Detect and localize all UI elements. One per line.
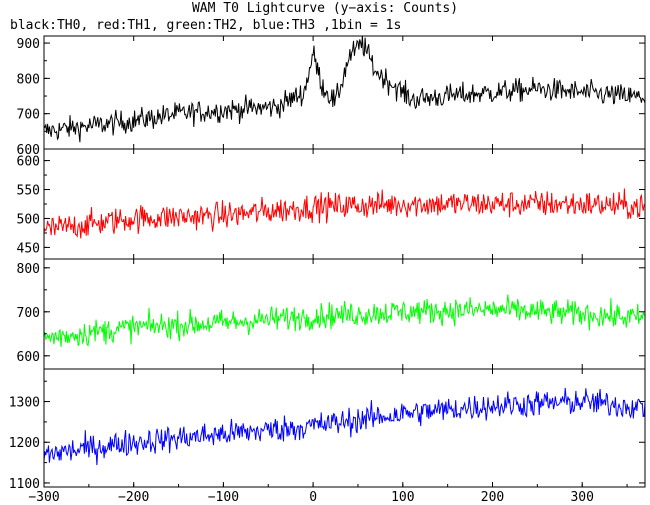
x-tick-label: −300 bbox=[28, 490, 59, 505]
chart-subtitle: black:TH0, red:TH1, green:TH2, blue:TH3 … bbox=[10, 18, 402, 33]
x-tick-label: −100 bbox=[208, 490, 239, 505]
y-tick-label: 1100 bbox=[9, 477, 40, 492]
panel-th0: 600 700 800 900 bbox=[17, 35, 646, 158]
y-tick-label: 1200 bbox=[9, 436, 40, 451]
series-line-th1 bbox=[44, 188, 645, 239]
y-tick-label: 700 bbox=[17, 306, 40, 321]
panel-th2: 600 700 800 bbox=[17, 258, 646, 370]
panel-frame bbox=[43, 258, 646, 370]
panel-frame bbox=[43, 368, 646, 488]
series-line-th3 bbox=[44, 387, 645, 466]
y-tick-label: 500 bbox=[17, 212, 40, 227]
panel-th3: 1100 1200 1300 bbox=[9, 368, 646, 492]
y-tick-label: 800 bbox=[17, 72, 40, 87]
x-tick-label: 0 bbox=[309, 490, 317, 505]
series-line-th0 bbox=[44, 36, 645, 143]
x-tick-label: 200 bbox=[481, 490, 504, 505]
chart-title: WAM T0 Lightcurve (y−axis: Counts) bbox=[191, 1, 459, 16]
y-tick-label: 450 bbox=[17, 241, 40, 256]
x-tick-label: 300 bbox=[570, 490, 593, 505]
panel-th1: 450 500 550 600 bbox=[17, 148, 646, 260]
x-tick-label: −200 bbox=[118, 490, 149, 505]
series-line-th2 bbox=[44, 294, 645, 348]
y-tick-label: 550 bbox=[17, 184, 40, 199]
y-tick-label: 600 bbox=[17, 155, 40, 170]
y-tick-label: 900 bbox=[17, 37, 40, 52]
y-tick-label: 600 bbox=[17, 350, 40, 365]
x-tick-label: 100 bbox=[391, 490, 414, 505]
y-tick-label: 700 bbox=[17, 108, 40, 123]
y-tick-label: 600 bbox=[17, 143, 40, 158]
y-tick-label: 800 bbox=[17, 262, 40, 277]
y-tick-label: 1300 bbox=[9, 396, 40, 411]
